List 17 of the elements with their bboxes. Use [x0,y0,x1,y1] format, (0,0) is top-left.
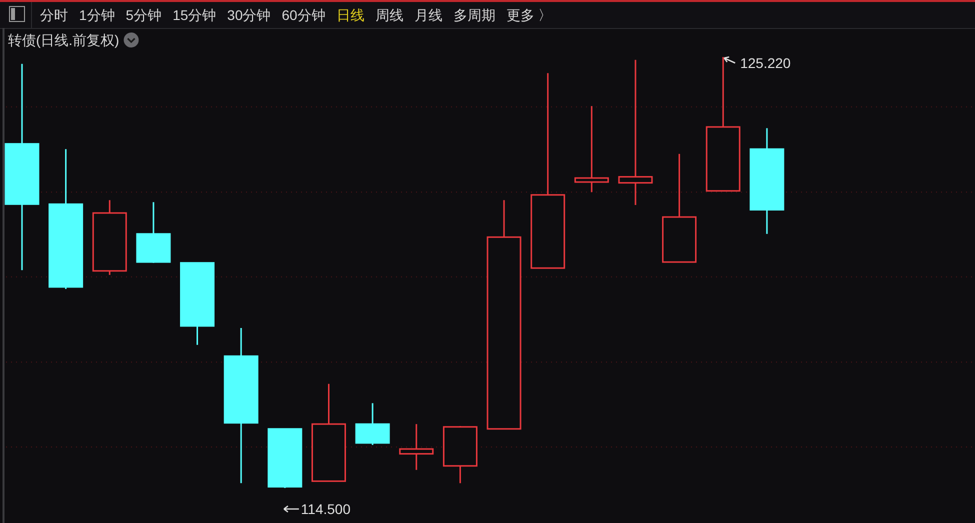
text: 15分钟 [172,7,216,23]
annotation: 125.220 [740,55,791,71]
text: 日线 [336,7,364,23]
text: 5分钟 [126,7,162,23]
candlestick [399,423,434,471]
text: 114.500 [300,501,351,517]
candlestick [618,59,653,206]
text: 月线 [414,7,442,23]
text: 更多 〉 [506,7,552,23]
text: 30分钟 [227,7,271,23]
text: 1分钟 [79,7,115,23]
text: 60分钟 [282,7,326,23]
candlestick [574,105,609,193]
text: 多周期 [453,7,496,23]
chart-title: 转债(日线.前复权) [8,32,120,48]
text: 分时 [40,7,68,23]
text: 周线 [375,7,404,23]
